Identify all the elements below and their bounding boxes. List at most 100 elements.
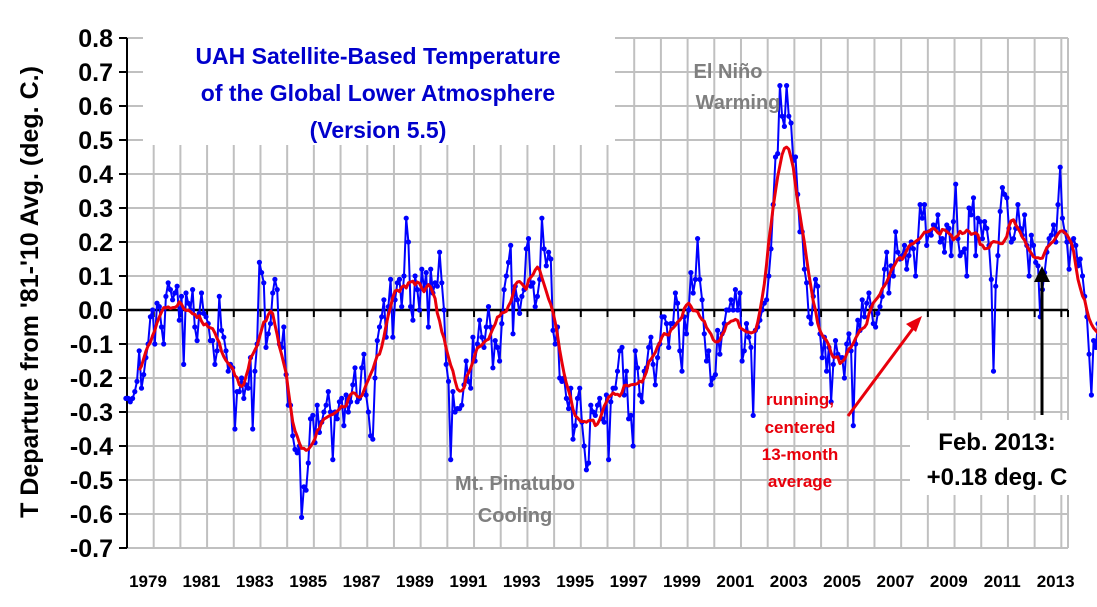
data-point [165, 280, 171, 286]
data-point [178, 293, 185, 299]
data-point [352, 365, 358, 371]
data-point [973, 253, 979, 259]
y-tick-label: 0.4 [78, 161, 113, 189]
y-tick-label: 0.8 [78, 25, 113, 53]
data-point [697, 276, 703, 282]
data-point [921, 202, 928, 208]
data-point [1048, 232, 1054, 238]
x-tick-label: 2003 [770, 572, 808, 591]
data-point [330, 457, 336, 463]
y-tick-label: -0.4 [70, 433, 113, 461]
data-point [968, 212, 974, 218]
y-tick-label: 0.3 [78, 195, 113, 223]
data-point [572, 423, 578, 429]
data-point [408, 304, 414, 310]
data-point [861, 314, 868, 320]
data-point [416, 307, 423, 313]
data-point [428, 266, 434, 272]
data-point [470, 334, 476, 340]
data-point [706, 348, 712, 354]
data-point [832, 338, 839, 344]
y-tick-labels: 0.8 0.7 0.6 0.5 0.4 0.3 0.2 0.1 0.0 -0.1 -0.2 -0.3 -… [70, 25, 113, 563]
data-point [130, 395, 136, 401]
data-point [192, 324, 198, 330]
data-point [510, 331, 516, 337]
data-point [864, 300, 870, 306]
data-point [310, 412, 316, 418]
data-point [581, 443, 587, 449]
data-point [138, 385, 145, 391]
data-point [1022, 212, 1028, 218]
feb-2013-annotation-background [910, 420, 1070, 495]
data-point [699, 297, 705, 303]
y-tick-label: -0.1 [70, 331, 113, 359]
data-point [766, 273, 772, 279]
data-point [701, 331, 707, 337]
running-average-annotation-line-4: average [768, 472, 832, 491]
data-point [566, 406, 572, 412]
data-point [546, 249, 552, 255]
data-point [901, 242, 908, 248]
data-point [792, 154, 799, 160]
data-point [608, 399, 614, 405]
data-point [1015, 202, 1021, 208]
data-point [988, 276, 994, 282]
data-point [425, 324, 431, 330]
x-tick-label: 1995 [556, 572, 594, 591]
data-point [519, 293, 525, 299]
y-tick-label: -0.5 [70, 467, 113, 495]
data-point [984, 225, 990, 231]
data-point [910, 246, 917, 252]
data-point [703, 358, 710, 364]
feb-2013-annotation-line-1: Feb. 2013: [938, 429, 1055, 456]
data-point [946, 225, 952, 231]
data-point [786, 113, 792, 119]
data-point [443, 361, 449, 367]
data-point [1064, 239, 1070, 245]
data-point [630, 443, 636, 449]
data-point [717, 351, 723, 357]
data-point [299, 514, 305, 521]
data-point [990, 368, 997, 374]
data-point [345, 409, 351, 415]
data-point [1071, 236, 1077, 242]
data-point [341, 423, 347, 429]
data-point [677, 348, 683, 354]
data-point [274, 287, 280, 293]
el-nino-annotation-line-2: Warming [696, 92, 781, 114]
data-point [855, 317, 861, 323]
data-point [732, 287, 739, 293]
data-point [216, 293, 222, 299]
data-point [505, 259, 512, 265]
data-point [163, 293, 169, 299]
data-point [419, 266, 425, 272]
x-tick-label: 2001 [716, 572, 754, 591]
data-point [683, 331, 690, 337]
data-point [708, 382, 714, 388]
data-point [267, 321, 274, 327]
x-tick-label: 1985 [289, 572, 327, 591]
data-point [639, 399, 645, 405]
running-average-annotation-line-3: 13-month [762, 445, 839, 464]
data-point [525, 236, 532, 242]
data-point [141, 372, 147, 378]
data-point [824, 368, 830, 374]
data-point [459, 402, 465, 408]
data-point [265, 331, 271, 337]
data-point [503, 273, 509, 279]
data-point [172, 290, 178, 296]
data-point [132, 389, 138, 395]
data-point [997, 208, 1003, 214]
data-point [661, 314, 667, 320]
data-point [844, 341, 850, 347]
data-point [739, 358, 745, 364]
data-point [919, 215, 925, 221]
data-point [804, 280, 810, 286]
data-point [592, 412, 598, 418]
data-point [841, 375, 848, 381]
data-point [982, 219, 988, 225]
data-point [873, 324, 879, 330]
axes [119, 37, 128, 549]
data-point [634, 365, 641, 371]
